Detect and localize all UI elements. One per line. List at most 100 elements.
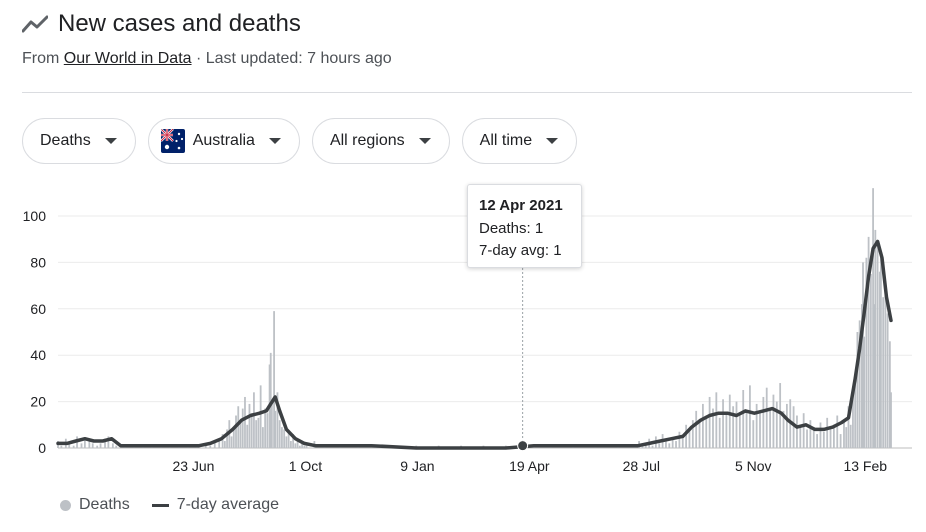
death-bar	[725, 413, 728, 448]
death-bar	[862, 262, 864, 448]
death-bar	[819, 422, 822, 448]
x-tick-label: 9 Jan	[400, 458, 434, 474]
death-bar	[305, 445, 308, 448]
country-dropdown[interactable]: Australia	[147, 118, 300, 164]
death-bar	[832, 424, 835, 448]
death-bar	[712, 408, 714, 448]
australia-flag-icon	[160, 129, 185, 153]
death-bar	[237, 406, 240, 448]
death-bar	[802, 413, 805, 448]
trending-line-icon	[22, 15, 48, 33]
death-bar	[269, 352, 272, 448]
death-bar	[213, 441, 216, 448]
death-bar	[261, 427, 264, 448]
death-bar	[785, 403, 788, 448]
region-dropdown[interactable]: All regions	[311, 118, 450, 164]
death-bar	[685, 424, 688, 448]
y-axis-labels: 0 20 40 60 80 100	[23, 208, 47, 456]
y-tick-label: 0	[38, 440, 46, 456]
death-bar	[765, 387, 768, 448]
seven-day-average	[56, 239, 893, 450]
legend-item-average: 7-day average	[151, 496, 279, 514]
death-bar	[255, 420, 258, 448]
source-link[interactable]: Our World in Data	[63, 50, 192, 67]
death-bar	[218, 438, 221, 448]
tooltip-average: 7-day avg: 1	[479, 242, 562, 259]
death-bar	[749, 385, 751, 448]
death-bar	[799, 424, 802, 448]
death-bar	[264, 408, 267, 448]
death-bar	[274, 410, 277, 448]
death-bar	[270, 401, 273, 448]
death-bar	[681, 436, 684, 448]
death-bar	[888, 341, 891, 448]
death-bar	[845, 427, 848, 448]
death-bar	[273, 311, 275, 448]
x-axis-labels: 23 Jun 1 Oct 9 Jan 19 Apr 28 Jul 5 Nov 13 Feb	[172, 458, 887, 474]
death-bar	[873, 304, 876, 448]
death-bar	[698, 422, 701, 448]
death-bar	[779, 383, 782, 448]
region-label: All regions	[329, 132, 405, 149]
time-range-label: All time	[479, 132, 533, 149]
time-range-dropdown[interactable]: All time	[461, 118, 578, 164]
hover-indicator	[517, 268, 529, 452]
death-bar	[826, 417, 829, 448]
death-bar	[104, 438, 106, 448]
death-bar	[250, 413, 253, 448]
death-bar	[728, 394, 731, 448]
death-bar	[226, 429, 228, 448]
death-bar	[259, 385, 262, 448]
death-bar	[296, 438, 299, 448]
x-tick-label: 1 Oct	[289, 458, 323, 474]
caret-down-icon	[104, 138, 117, 144]
death-bar	[878, 271, 881, 448]
death-bar	[276, 392, 279, 448]
death-bar	[241, 408, 244, 448]
death-bar	[68, 443, 71, 448]
y-tick-label: 100	[23, 208, 47, 224]
y-tick-label: 40	[30, 347, 46, 363]
death-bar	[671, 438, 674, 448]
death-bar	[769, 408, 771, 448]
death-bar	[232, 427, 235, 448]
death-bar	[796, 415, 798, 448]
death-bar	[792, 406, 795, 448]
death-bar	[253, 392, 255, 448]
death-bar	[867, 236, 870, 448]
hover-point	[517, 440, 529, 452]
death-bar	[248, 403, 251, 448]
death-bar	[96, 445, 99, 448]
chart-header: New cases and deaths From Our World in D…	[22, 8, 392, 68]
death-bar	[880, 250, 882, 448]
metric-dropdown[interactable]: Deaths	[22, 118, 136, 164]
death-bar	[715, 392, 718, 448]
death-bar	[115, 445, 118, 448]
x-tick-label: 23 Jun	[172, 458, 214, 474]
death-bar	[762, 396, 765, 448]
last-updated: · Last updated: 7 hours ago	[191, 50, 392, 67]
death-bar	[812, 427, 815, 448]
death-bar	[209, 445, 212, 448]
death-bar	[890, 392, 892, 448]
death-bar	[735, 401, 738, 448]
death-bar	[281, 427, 283, 448]
death-bar	[863, 336, 866, 448]
death-bar	[678, 431, 681, 448]
death-bar	[303, 445, 306, 448]
death-bar	[854, 373, 857, 448]
chart-legend: Deaths 7-day average	[60, 496, 301, 514]
title-row: New cases and deaths	[22, 8, 392, 40]
death-bar	[691, 420, 694, 448]
death-bar	[836, 415, 839, 448]
death-bar	[91, 443, 94, 448]
x-tick-label: 5 Nov	[735, 458, 772, 474]
caret-down-icon	[546, 138, 559, 144]
country-label: Australia	[192, 132, 255, 149]
death-bar	[287, 431, 290, 448]
death-bar	[88, 441, 91, 448]
death-bar	[782, 410, 785, 448]
death-bar	[884, 280, 887, 448]
death-bar	[266, 413, 269, 448]
deaths-chart[interactable]: 0 20 40 60 80 100 23 Jun 1 Oct 9 Jan 19 Apr 28 Ju…	[0, 170, 926, 480]
